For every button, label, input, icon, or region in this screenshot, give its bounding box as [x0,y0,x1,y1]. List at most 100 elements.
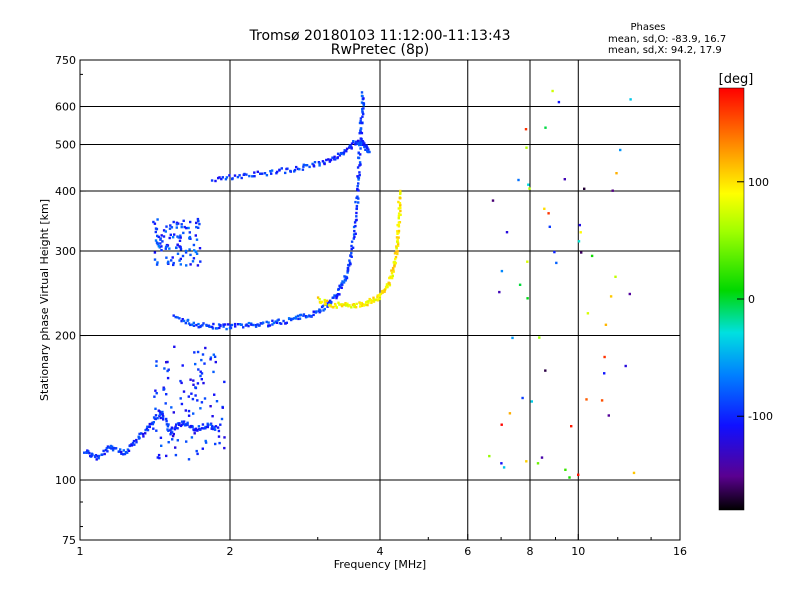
scatter-point [194,362,197,366]
trace-point [368,150,371,154]
scatter-point [182,390,186,393]
trace-point [217,176,220,180]
scatter-point [156,218,159,221]
scatter-point [196,452,199,456]
trace-point [397,212,401,215]
trace-point [336,156,339,159]
trace-point [213,428,217,431]
trace-point [118,450,121,453]
y-tick-label: 400 [55,185,76,198]
scatter-point [173,233,176,236]
trace-point [325,158,328,162]
trace-point [247,324,250,328]
trace-point [218,176,221,179]
scatter-point [153,395,156,398]
trace-point [361,110,364,113]
trace-point [350,306,353,309]
scatter-point [192,412,195,415]
scatter-point [526,297,529,300]
trace-point [186,421,189,424]
trace-point [310,314,313,318]
trace-point [370,299,374,303]
scatter-point [179,263,182,266]
scatter-point [204,439,207,443]
scatter-point [619,148,622,152]
trace-point [128,444,131,448]
trace-point [282,319,285,323]
trace-point [111,449,115,452]
scatter-point [548,225,551,228]
scatter-point [190,392,193,395]
scatter-point [170,226,174,229]
trace-point [396,252,399,256]
scatter-point [179,257,182,261]
trace-point [358,171,361,174]
scatter-point [189,424,193,428]
trace-point [296,314,300,318]
trace-point [280,167,283,170]
trace-point [311,162,314,166]
trace-point [396,230,399,233]
trace-point [247,321,251,325]
scatter-point [580,251,583,254]
trace-point [101,453,104,456]
scatter-point [202,381,205,385]
scatter-point [521,396,524,400]
scatter-point [172,411,175,414]
trace-point [271,319,274,322]
trace-point [165,417,168,421]
trace-point [355,218,358,222]
scatter-point [538,336,541,339]
scatter-point [168,227,172,230]
trace-point [216,327,219,330]
trace-point [250,323,253,326]
trace-point [204,427,207,430]
scatter-point [191,397,195,401]
scatter-point [184,251,188,254]
scatter-point [175,221,179,224]
trace-point [162,418,165,421]
trace-point [397,221,401,224]
scatter-point [153,222,157,225]
trace-point [387,281,390,284]
trace-point [253,175,256,178]
trace-point [254,325,258,328]
scatter-point [165,454,168,458]
scatter-point [525,460,528,463]
scatter-point [491,199,495,202]
trace-point [251,175,254,178]
trace-point [302,165,305,168]
trace-point [352,233,356,236]
scatter-point [525,146,528,149]
trace-point [350,142,354,145]
trace-point [106,450,109,453]
scatter-point [167,441,170,444]
scatter-point [155,364,158,367]
trace-point [356,166,360,169]
trace-point [206,424,210,427]
trace-point [399,206,402,210]
trace-point [390,269,393,272]
trace-point [91,453,94,456]
scatter-point [167,368,170,371]
trace-point [321,304,325,308]
trace-point [372,296,375,299]
trace-point [305,164,309,167]
trace-point [333,294,336,297]
trace-point [377,298,380,301]
scatter-point [175,223,179,226]
trace-point [130,444,134,447]
trace-point [312,313,315,317]
trace-point [372,300,376,303]
trace-point [396,240,399,243]
trace-point [199,324,203,328]
trace-point [197,326,200,329]
trace-point [174,426,177,430]
scatter-point [178,259,181,262]
y-tick-label: 200 [55,330,76,343]
trace-point [110,447,113,450]
trace-point [236,175,240,179]
scatter-point [165,361,168,364]
trace-point [152,416,156,419]
